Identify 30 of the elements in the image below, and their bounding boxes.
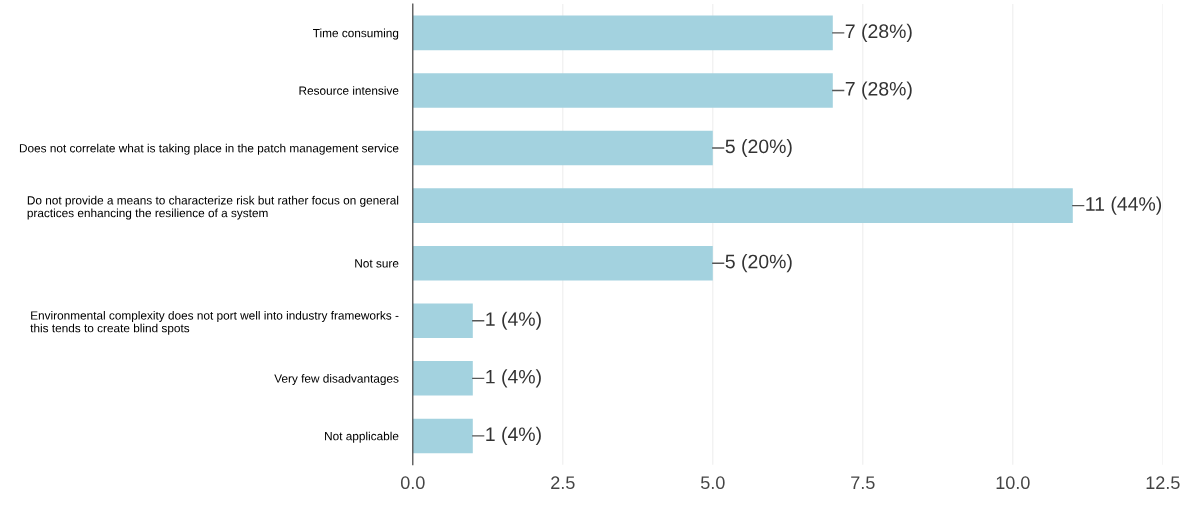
bar <box>412 245 713 281</box>
y-tick-label: Not applicable <box>325 431 399 443</box>
bar <box>412 130 713 166</box>
data-label: 5 (20%) <box>725 138 792 158</box>
x-tick-label: 2.5 <box>551 476 575 490</box>
y-tick-label: Very few disadvantages <box>274 374 399 386</box>
x-tick-label: 7.5 <box>851 476 875 490</box>
y-tick-label: Do not provide a means to characterize risk but rather focus on general practices enhancing the resilience of a system <box>27 195 399 220</box>
bar <box>412 418 473 454</box>
data-label: 1 (4%) <box>486 426 541 445</box>
x-tick-label: 10.0 <box>996 476 1030 490</box>
bar <box>412 15 833 51</box>
y-tick-label: Not sure <box>355 259 399 268</box>
data-label: 5 (20%) <box>725 254 792 273</box>
data-label: 1 (4%) <box>486 369 541 388</box>
x-tick-label: 12.5 <box>1146 476 1180 490</box>
bar <box>412 303 473 339</box>
x-tick-label: 5.0 <box>700 476 725 490</box>
x-tick-label: 0.0 <box>400 476 425 490</box>
data-label: 1 (4%) <box>486 311 541 330</box>
bar <box>412 73 833 108</box>
y-tick-label: Resource intensive <box>299 86 399 95</box>
bar <box>412 361 473 396</box>
data-label: 11 (44%) <box>1086 196 1162 215</box>
data-label: 7 (28%) <box>845 23 912 42</box>
data-label: 7 (28%) <box>845 81 912 100</box>
y-tick-label: Does not correlate what is taking place in the patch management service <box>19 143 399 155</box>
y-tick-label: Time consuming <box>313 28 399 40</box>
bar <box>412 188 1073 223</box>
y-tick-label: Environmental complexity does not port well into industry frameworks - this tends to create blind spots <box>30 310 399 335</box>
